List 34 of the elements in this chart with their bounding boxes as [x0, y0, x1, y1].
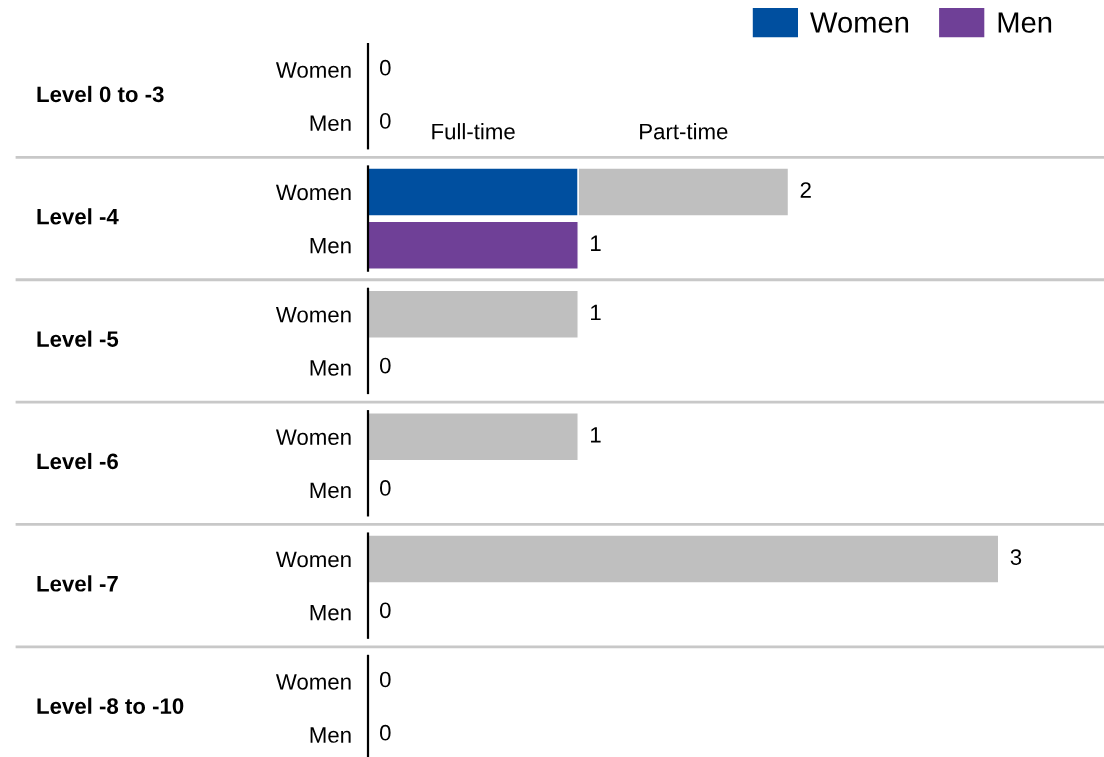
text: 0 [379, 724, 391, 741]
annotation: Part-time [640, 123, 728, 140]
text: 0 [379, 480, 391, 496]
text: Level -5 [37, 330, 119, 347]
y-tick-label: Women [275, 62, 351, 78]
y-tick-label: Women [275, 307, 351, 323]
text: 0 [379, 113, 391, 129]
text: 0 [379, 602, 391, 619]
y-tick-label: Men [310, 605, 351, 621]
y-tick-label: Women [275, 551, 351, 568]
text: Level -4 [37, 208, 119, 225]
total-label: 2 [800, 182, 811, 198]
data-label: 1 [591, 427, 601, 443]
text: Level -8 to -10 [37, 697, 184, 714]
y-tick-label: Women [275, 429, 351, 445]
annotation: Full-time [432, 123, 515, 140]
text: 0 [379, 59, 391, 76]
legend-label: Women [810, 12, 909, 33]
text: 0 [379, 671, 391, 688]
data-label: 1 [591, 235, 601, 251]
text: 0 [379, 357, 391, 374]
y-tick-label: Women [275, 674, 351, 690]
data-label: 1 [591, 304, 601, 321]
text: Level 0 to -3 [37, 85, 164, 103]
text: Level -7 [37, 575, 118, 592]
y-tick-label: Men [310, 360, 351, 376]
data-label: 3 [1010, 549, 1022, 566]
y-tick-label: Men [310, 115, 351, 132]
y-tick-label: Men [310, 482, 351, 499]
y-tick-label: Women [275, 184, 351, 201]
text: Level -6 [37, 452, 118, 470]
legend-label: Men [998, 12, 1052, 33]
y-tick-label: Men [310, 727, 351, 743]
y-tick-label: Men [310, 237, 351, 254]
